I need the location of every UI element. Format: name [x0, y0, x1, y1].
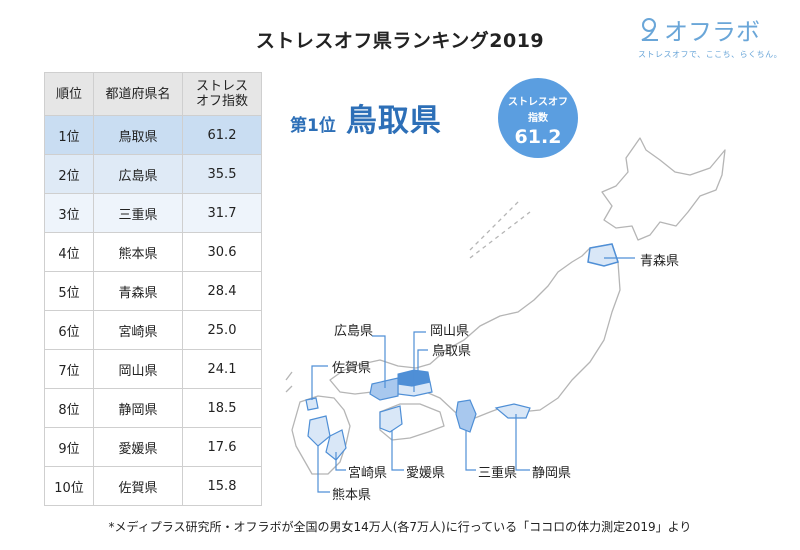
first-place-prefecture: 鳥取県: [345, 103, 442, 139]
logo-mark-icon: [641, 17, 658, 41]
table-row: 3位 三重県 31.7: [44, 193, 262, 233]
shikoku-outline: [379, 403, 445, 441]
index-cell: 24.1: [182, 349, 262, 389]
bubble-label-line2: 指数: [528, 113, 548, 124]
rank-cell: 6位: [44, 310, 94, 350]
kumamoto-leader: [317, 446, 330, 493]
label-ehime: 愛媛県: [406, 466, 446, 481]
ranking-table: 順位 都道府県名 ストレス オフ指数 1位 鳥取県 61.2 2位 広島県 35…: [44, 72, 262, 506]
table-row: 9位 愛媛県 17.6: [44, 427, 262, 467]
label-saga: 佐賀県: [332, 361, 372, 376]
kyushu-outline: [291, 395, 351, 475]
mie-area: [455, 399, 477, 433]
honshu-outline: [329, 243, 621, 421]
shizuoka-leader: [515, 414, 530, 471]
rank-cell: 1位: [44, 115, 94, 155]
hokkaido-outline: [601, 137, 726, 241]
island-dashes: [469, 199, 531, 259]
table-row: 2位 広島県 35.5: [44, 154, 262, 194]
index-cell: 25.0: [182, 310, 262, 350]
first-place-rank: 第1位: [290, 116, 336, 136]
label-okayama: 岡山県: [430, 324, 470, 339]
ehime-leader: [391, 430, 404, 471]
rank-cell: 5位: [44, 271, 94, 311]
label-shizuoka: 静岡県: [532, 466, 572, 481]
tottori-leader: [417, 349, 428, 372]
table-row: 1位 鳥取県 61.2: [44, 115, 262, 155]
prefecture-cell: 広島県: [93, 154, 183, 194]
saga-leader: [311, 365, 328, 400]
rank-cell: 2位: [44, 154, 94, 194]
index-cell: 31.7: [182, 193, 262, 233]
table-row: 10位 佐賀県 15.8: [44, 466, 262, 506]
western-islands: [285, 371, 293, 393]
page-title: ストレスオフ県ランキング2019: [255, 30, 545, 52]
header-index: ストレス オフ指数: [182, 72, 262, 116]
header-prefecture: 都道府県名: [93, 72, 183, 116]
table-row: 4位 熊本県 30.6: [44, 232, 262, 272]
index-cell: 35.5: [182, 154, 262, 194]
saga-area: [305, 397, 319, 411]
rank-cell: 10位: [44, 466, 94, 506]
prefecture-cell: 鳥取県: [93, 115, 183, 155]
miyazaki-area: [325, 429, 347, 461]
label-tottori: 鳥取県: [432, 344, 472, 359]
aomori-area: [587, 243, 619, 267]
hiroshima-leader: [372, 335, 386, 388]
label-aomori: 青森県: [640, 254, 680, 269]
table-header-row: 順位 都道府県名 ストレス オフ指数: [44, 72, 262, 116]
index-cell: 61.2: [182, 115, 262, 155]
index-bubble: ストレスオフ 指数 61.2: [498, 78, 578, 158]
bubble-value: 61.2: [514, 126, 562, 148]
index-cell: 15.8: [182, 466, 262, 506]
hiroshima-area: [369, 377, 399, 401]
okayama-leader: [413, 331, 426, 392]
bubble-label-line1: ストレスオフ: [508, 97, 568, 108]
first-place-heading: 第1位 鳥取県: [290, 95, 442, 140]
label-miyazaki: 宮崎県: [348, 466, 388, 481]
header-index-text: ストレス オフ指数: [195, 79, 248, 109]
logo: オフラボ ストレスオフで、ここち、らくちん。: [638, 12, 788, 60]
source-footnote: *メディプラス研究所・オフラボが全国の男女14万人(各7万人)に行っている「ココ…: [108, 520, 692, 534]
kumamoto-area: [307, 415, 331, 447]
label-hiroshima: 広島県: [334, 324, 374, 339]
prefecture-cell: 三重県: [93, 193, 183, 233]
label-kumamoto: 熊本県: [332, 488, 372, 503]
prefecture-cell: 宮崎県: [93, 310, 183, 350]
index-cell: 18.5: [182, 388, 262, 428]
prefecture-cell: 佐賀県: [93, 466, 183, 506]
mie-leader: [465, 430, 476, 471]
table-row: 6位 宮崎県 25.0: [44, 310, 262, 350]
miyazaki-leader: [335, 452, 346, 471]
rank-cell: 9位: [44, 427, 94, 467]
index-cell: 30.6: [182, 232, 262, 272]
rank-cell: 3位: [44, 193, 94, 233]
logo-name: オフラボ: [664, 18, 760, 46]
shizuoka-area: [494, 403, 531, 419]
rank-cell: 4位: [44, 232, 94, 272]
ehime-area: [379, 405, 403, 433]
rank-cell: 7位: [44, 349, 94, 389]
logo-tagline: ストレスオフで、ここち、らくちん。: [638, 50, 783, 59]
label-mie: 三重県: [478, 466, 518, 481]
